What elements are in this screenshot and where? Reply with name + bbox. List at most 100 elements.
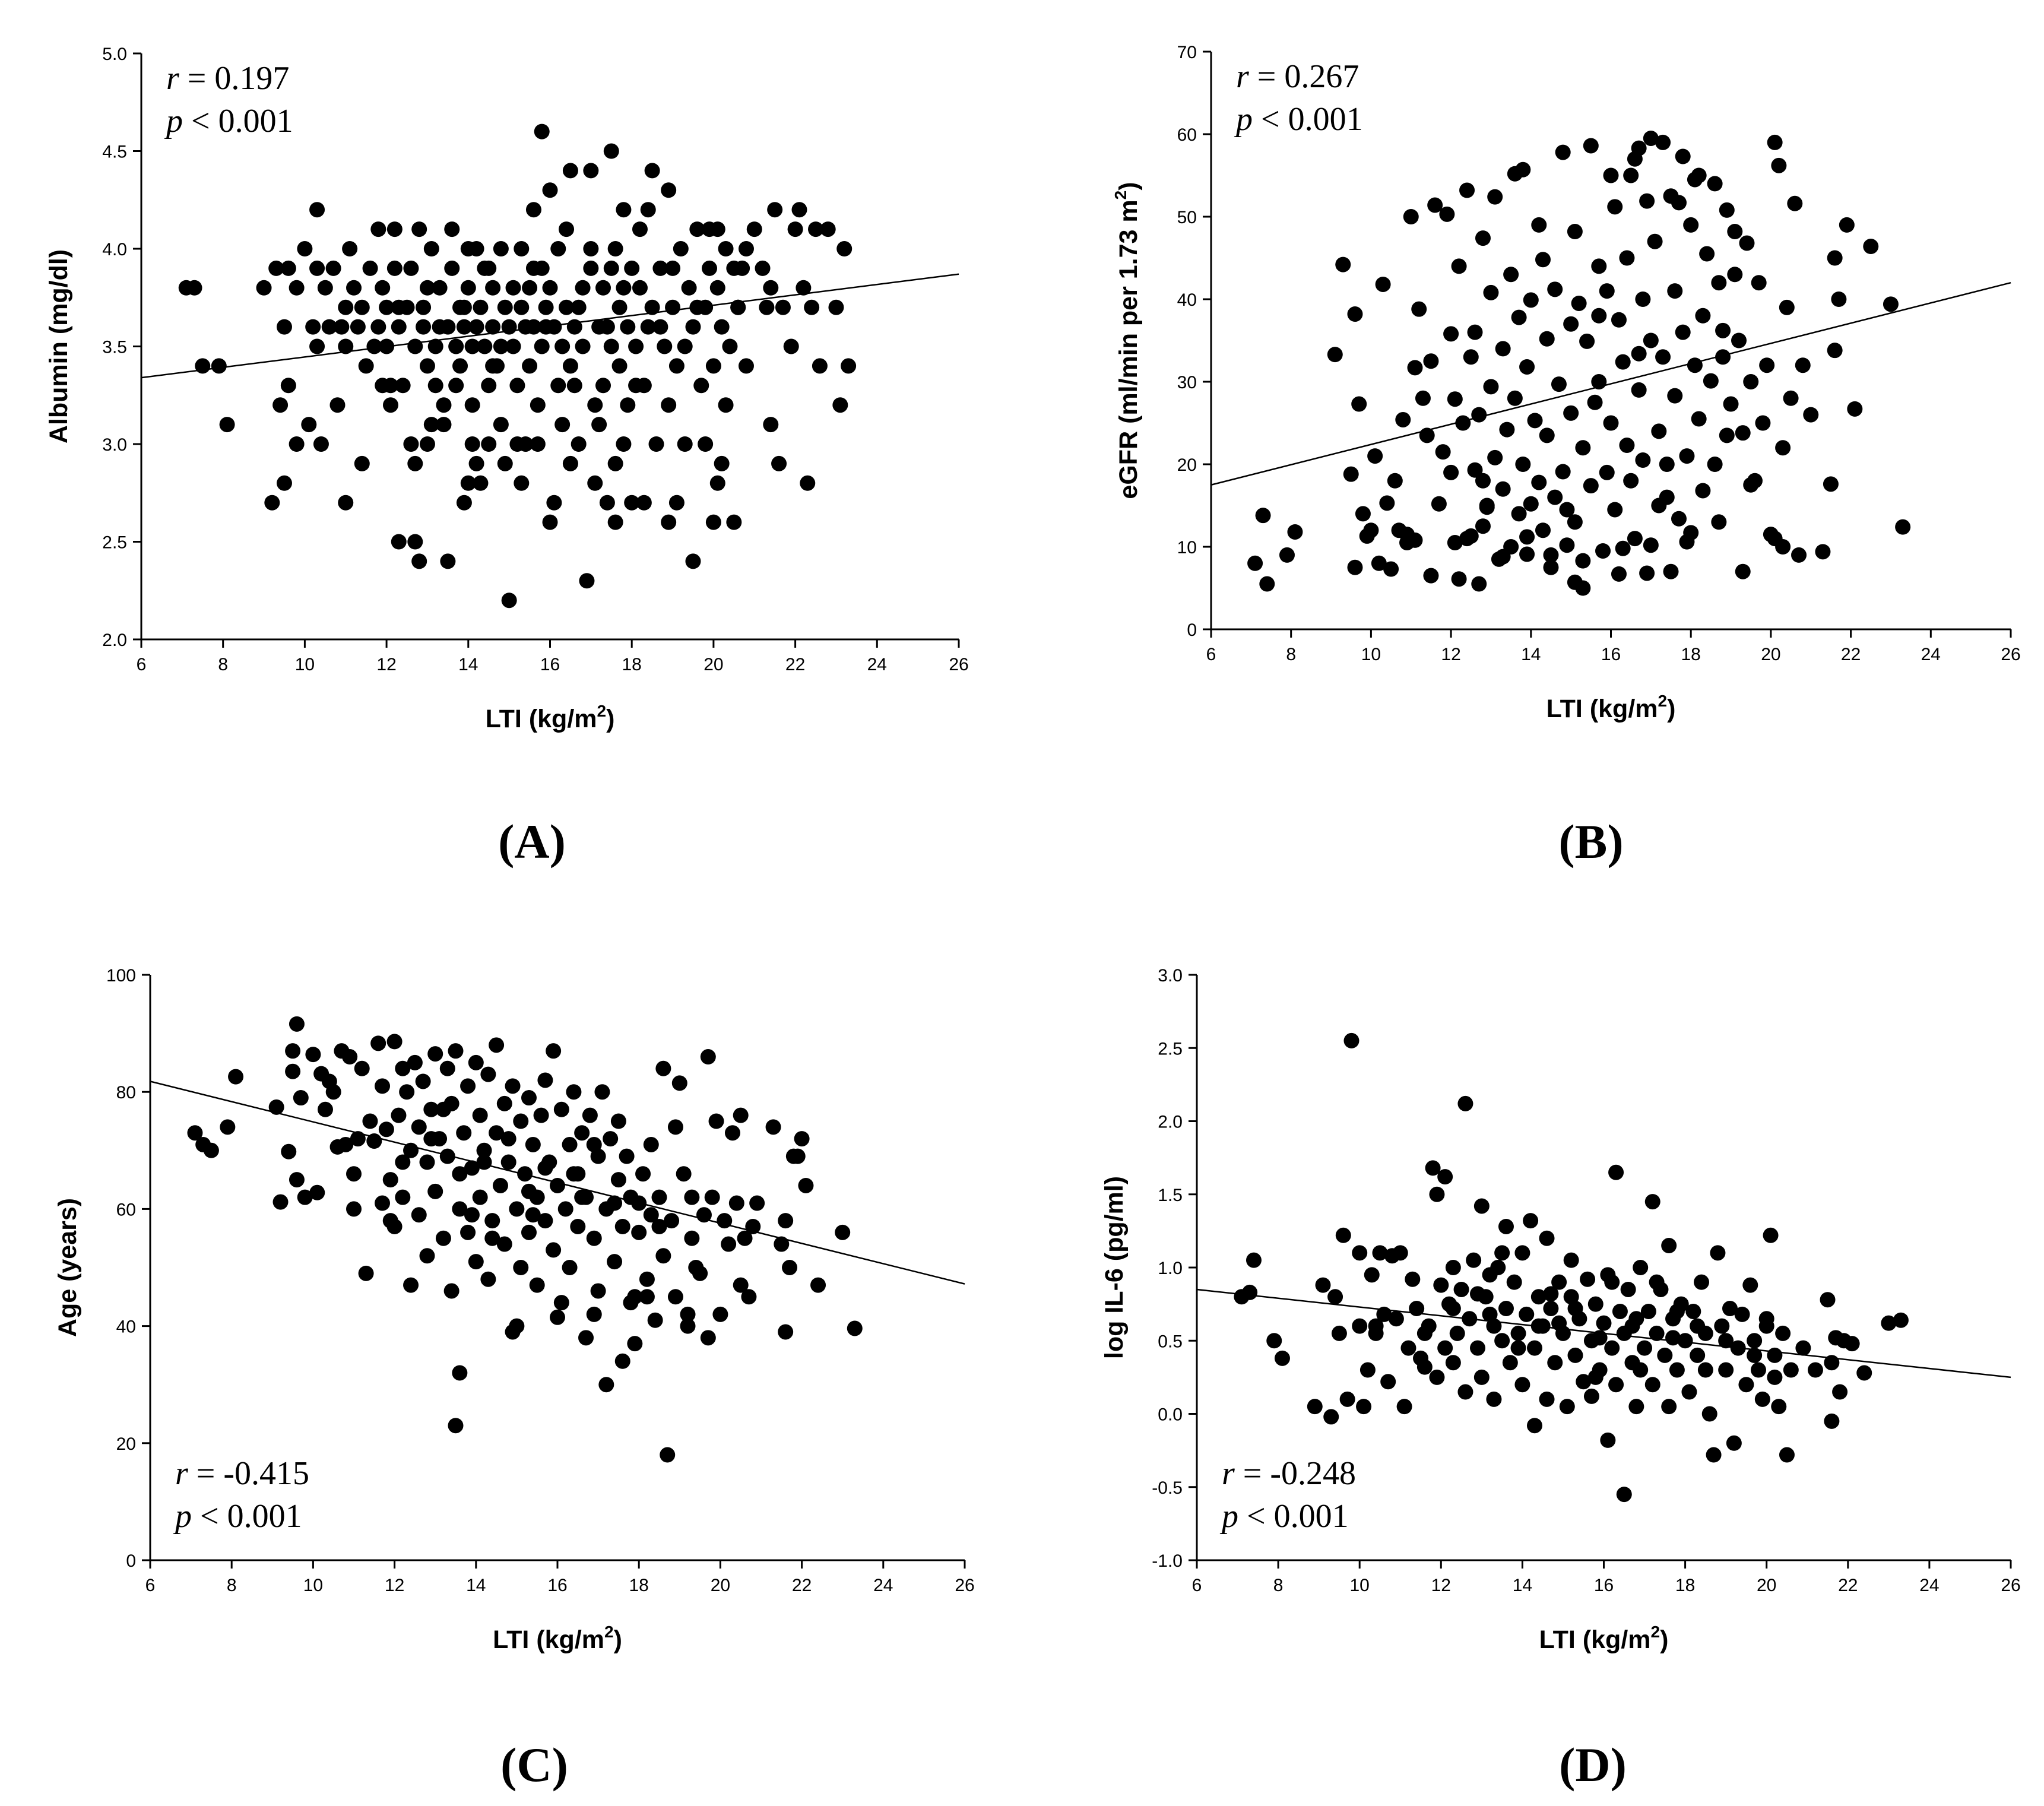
data-point [1863,239,1879,255]
x-tick-label: 22 [792,1576,812,1595]
data-point [1714,1318,1730,1334]
x-tick-label: 18 [629,1576,649,1595]
data-point [1663,563,1679,579]
data-point [1437,1169,1453,1185]
data-point [607,514,623,530]
data-point [338,299,354,315]
data-point [1351,396,1367,412]
data-point [448,338,464,354]
data-point [1379,495,1395,511]
data-point [1685,1303,1701,1319]
data-point [289,436,305,452]
data-point [1473,1369,1490,1385]
data-point [1526,1418,1542,1434]
data-point [501,593,517,609]
x-tick-label: 22 [785,655,805,674]
data-point [724,1125,740,1141]
data-point [586,1136,602,1152]
data-point [1523,292,1539,308]
data-point [783,338,799,354]
data-point [1507,390,1523,406]
x-tick-label: 18 [1675,1576,1695,1595]
data-point [521,1183,537,1199]
data-point [1735,425,1751,441]
data-point [480,1271,496,1287]
data-point [1615,354,1631,370]
data-point [1287,524,1303,540]
data-point [1427,197,1443,213]
data-point [1707,457,1723,472]
data-point [1352,1245,1368,1261]
data-point [1490,1260,1506,1275]
data-point [1719,427,1735,443]
data-point [1603,415,1619,431]
data-point [395,1189,411,1205]
data-point [1539,427,1555,443]
data-point [1429,1369,1445,1385]
data-point [1466,1252,1482,1268]
data-point [1607,199,1623,215]
data-point [1795,357,1811,373]
data-point [566,1084,582,1100]
data-point [187,1125,203,1141]
data-point [616,436,632,452]
data-point [1592,1330,1608,1346]
data-point [562,455,578,471]
data-point [579,573,595,589]
data-point [370,221,386,237]
data-point [1742,1277,1758,1293]
data-point [1339,1391,1355,1407]
data-point [379,299,395,315]
data-point [1455,415,1471,431]
data-point [627,1289,643,1305]
data-point [1611,566,1627,582]
data-point [1587,394,1603,410]
data-point [1483,379,1499,395]
data-point [1567,1347,1583,1363]
data-point [1644,1194,1660,1210]
data-point [680,1318,696,1334]
data-point [309,338,325,354]
data-point [550,378,566,394]
data-point [1469,1286,1485,1302]
data-point [847,1320,863,1336]
y-tick-label: 3.0 [102,435,127,455]
data-point [505,280,521,296]
data-point [787,221,803,237]
data-point [1376,1306,1392,1322]
data-point [1364,1267,1380,1283]
r-statistic: r = 0.197 [166,60,289,97]
data-point [1563,316,1579,332]
data-point [1487,189,1503,205]
data-point [285,1063,301,1079]
data-point [583,260,599,276]
data-point [1352,1318,1368,1334]
data-point [714,455,730,471]
data-point [391,1107,407,1123]
data-point [1495,341,1511,357]
data-point [1783,390,1799,406]
data-point [448,1043,464,1059]
data-point [1356,1399,1372,1415]
data-point [435,1230,451,1246]
data-point [1247,555,1263,571]
data-point [1451,258,1467,274]
data-point [485,319,501,335]
data-point [598,1377,614,1393]
data-point [639,1271,655,1287]
data-point [1738,1377,1754,1393]
data-point [354,1060,370,1076]
data-point [775,299,791,315]
data-point [733,1107,749,1123]
data-point [452,1201,468,1217]
data-point [1758,1318,1774,1334]
data-point [1707,176,1723,192]
data-point [603,338,619,354]
x-tick-label: 12 [376,655,396,674]
x-tick-label: 12 [385,1576,404,1595]
data-point [1486,1318,1502,1334]
panel-a-albumin-vs-lti: 6 8 10 12 14 16 18 20 22 24 26 2.0 2.5 3.0 3.5 4.0 4.5 5.… [45,45,969,869]
data-point [1368,1318,1384,1334]
data-point [1649,1325,1665,1341]
data-point [804,299,820,315]
